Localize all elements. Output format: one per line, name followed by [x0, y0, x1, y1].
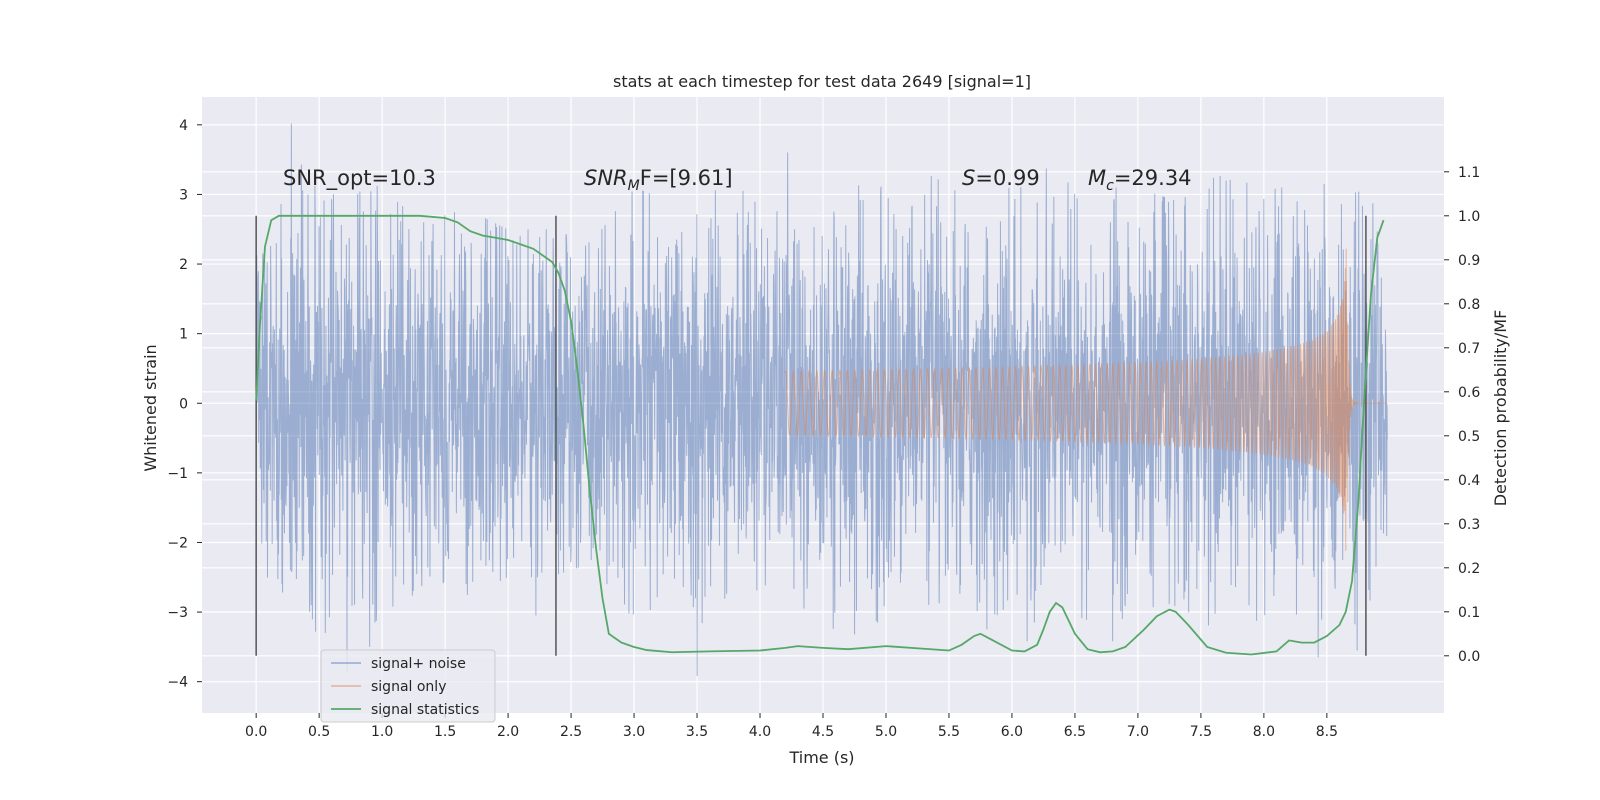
plot-layer	[255, 123, 1388, 677]
x-tick-label: 7.5	[1190, 724, 1212, 740]
x-axis-title: Time (s)	[788, 748, 854, 767]
y2-tick-label: 0.7	[1458, 341, 1480, 357]
x-tick-label: 2.0	[497, 724, 519, 740]
x-tick-label: 8.0	[1253, 724, 1275, 740]
y-tick-label: 4	[179, 118, 188, 134]
y2-tick-label: 0.5	[1458, 429, 1480, 445]
ticks: 0.0 0.5 1.0 1.5 2.0 2.5 3.0 3.5 4.0 4.5 5.0 5.5 6.0 6…	[167, 118, 1480, 740]
y2-tick-label: 0.4	[1458, 473, 1480, 489]
legend-label-stats: signal statistics	[371, 702, 479, 718]
y-tick-label: −3	[167, 605, 188, 621]
y-tick-label: −1	[167, 466, 188, 482]
x-tick-label: 7.0	[1127, 724, 1149, 740]
x-tick-label: 2.5	[560, 724, 582, 740]
snr-mf-base: SNR	[584, 166, 628, 190]
signal-only-line	[784, 248, 1388, 551]
snr-mf-sub: M	[628, 178, 640, 194]
x-tick-label: 0.0	[245, 724, 267, 740]
vertical-markers	[255, 215, 1367, 656]
mc-sub: c	[1106, 178, 1114, 194]
x-tick-label: 3.0	[623, 724, 645, 740]
x-tick-label: 5.5	[938, 724, 960, 740]
stats-series-line	[255, 214, 1385, 656]
y2-tick-label: 0.6	[1458, 385, 1480, 401]
x-tick-label: 4.0	[749, 724, 771, 740]
chart-title: stats at each timestep for test data 264…	[613, 72, 1031, 91]
x-tick-label: 6.0	[1001, 724, 1023, 740]
snr-mf-rest: F=[9.61]	[640, 166, 733, 190]
x-tick-label: 8.5	[1316, 724, 1338, 740]
legend: signal+ noise signal only signal statist…	[320, 649, 496, 723]
x-tick-label: 4.5	[812, 724, 834, 740]
x-tick-label: 1.5	[434, 724, 456, 740]
s-annotation: S=0.99	[962, 166, 1040, 190]
x-tick-label: 1.0	[371, 724, 393, 740]
y2-tick-label: 0.0	[1458, 649, 1480, 665]
y-tick-label: 1	[179, 327, 188, 343]
mc-italic: M	[1088, 166, 1106, 190]
s-italic: S	[962, 166, 975, 190]
x-tick-label: 5.0	[875, 724, 897, 740]
x-tick-label: 6.5	[1064, 724, 1086, 740]
x-tick-label: 3.5	[686, 724, 708, 740]
y2-tick-label: 0.2	[1458, 561, 1480, 577]
y2-tick-label: 1.0	[1458, 209, 1480, 225]
legend-box	[320, 649, 496, 723]
y2-tick-label: 0.8	[1458, 297, 1480, 313]
y-tick-label: 0	[179, 396, 188, 412]
y2-tick-label: 0.1	[1458, 605, 1480, 621]
x-tick-label: 0.5	[308, 724, 330, 740]
y-axis-title: Whitened strain	[141, 344, 160, 471]
mc-value: =29.34	[1114, 166, 1192, 190]
y-tick-label: 2	[179, 257, 188, 273]
legend-label-signal: signal only	[371, 679, 446, 695]
y2-axis-title: Detection probability/MF	[1491, 310, 1510, 507]
s-value: =0.99	[975, 166, 1039, 190]
y2-tick-label: 0.3	[1458, 517, 1480, 533]
y-tick-label: −4	[167, 675, 188, 691]
legend-label-noise: signal+ noise	[371, 656, 466, 672]
stats-layer	[255, 214, 1385, 656]
y2-tick-label: 0.9	[1458, 253, 1480, 269]
y2-tick-label: 1.1	[1458, 165, 1480, 181]
snr-mf-annotation: SNRMF=[9.61]	[584, 166, 733, 194]
y-tick-label: −2	[167, 535, 188, 551]
mc-annotation: Mc=29.34	[1088, 166, 1192, 194]
snr-opt-annotation: SNR_opt=10.3	[283, 166, 436, 191]
noise-series-line	[255, 123, 1388, 677]
y-tick-label: 3	[179, 187, 188, 203]
